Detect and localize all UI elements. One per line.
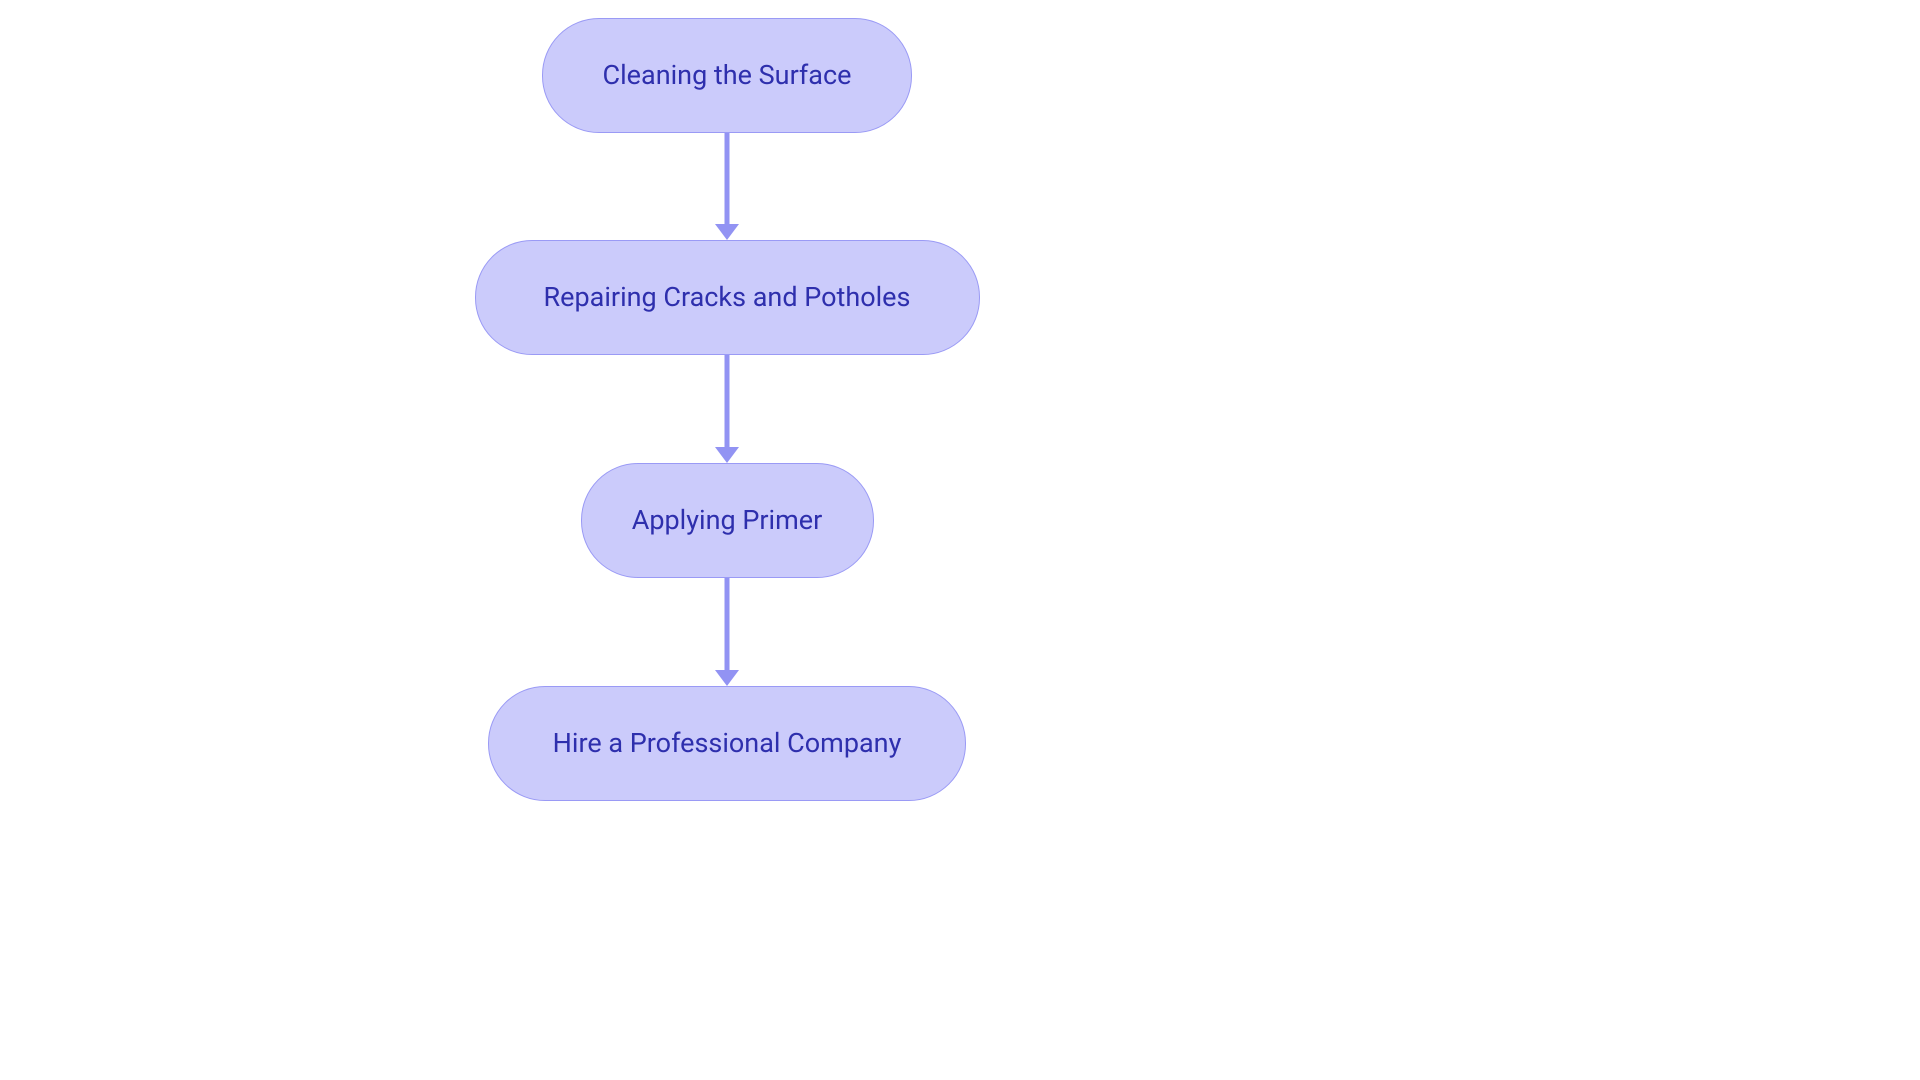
flow-node-n3: Applying Primer [581,463,874,578]
flowchart-canvas: Cleaning the Surface Repairing Cracks and… [0,0,1920,1080]
flow-arrow [707,133,747,240]
flow-node-label: Applying Primer [632,504,823,536]
flow-node-label: Repairing Cracks and Potholes [544,281,911,313]
flow-arrow [707,578,747,686]
flow-node-n2: Repairing Cracks and Potholes [475,240,980,355]
flow-node-label: Cleaning the Surface [603,59,852,91]
flow-node-n4: Hire a Professional Company [488,686,966,801]
flow-node-n1: Cleaning the Surface [542,18,912,133]
flow-node-label: Hire a Professional Company [553,727,902,759]
flow-arrow [707,355,747,463]
